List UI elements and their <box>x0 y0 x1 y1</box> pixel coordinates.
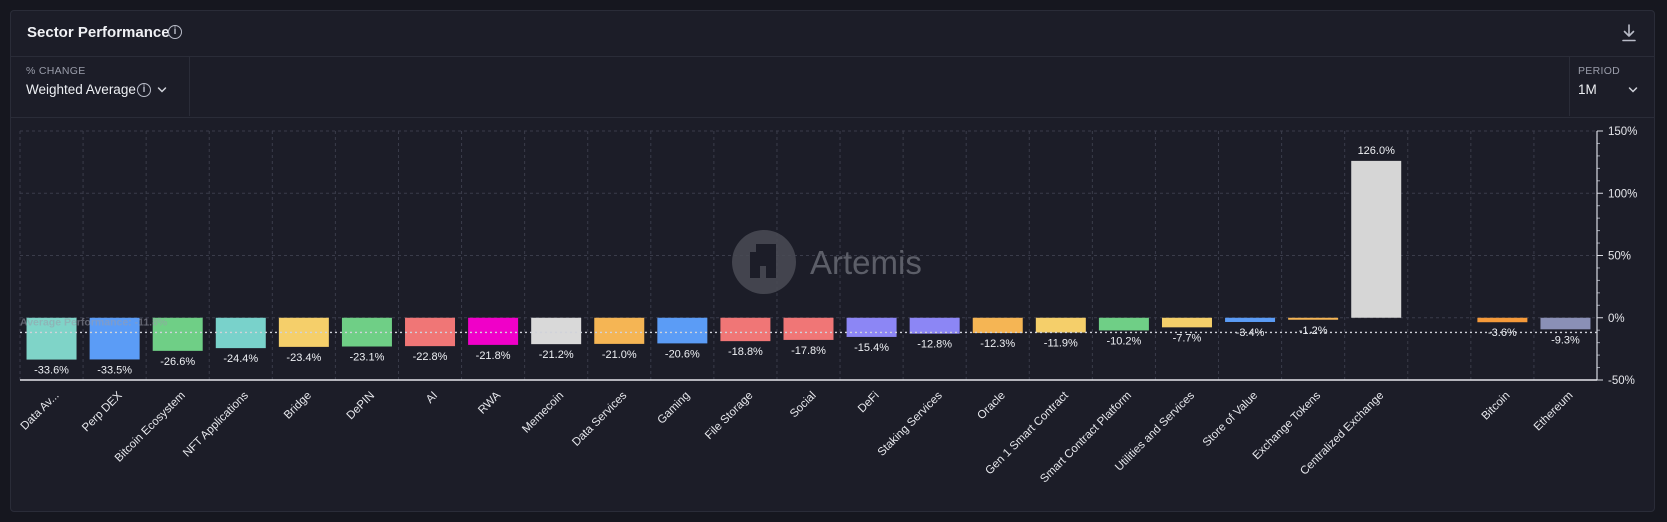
data-label: -15.4% <box>854 342 889 354</box>
x-tick-label: Perp DEX <box>80 389 125 434</box>
data-label: -21.0% <box>602 349 637 361</box>
bar-file-storage <box>720 317 771 342</box>
bar-ethereum <box>1540 317 1591 330</box>
metric-selector[interactable]: % CHANGE Weighted Average i <box>11 57 190 116</box>
data-label: -10.2% <box>1106 335 1141 347</box>
bar-utilities-and-services <box>1161 317 1212 328</box>
bar-bitcoin <box>1477 317 1528 323</box>
data-label: -21.2% <box>539 349 574 361</box>
data-label: -3.6% <box>1488 327 1517 339</box>
data-label: -11.9% <box>1044 338 1078 350</box>
bar-store-of-value <box>1225 317 1276 322</box>
x-tick-label: Data Av... <box>19 390 62 433</box>
bar-data-av- <box>26 317 77 360</box>
x-tick-label: Staking Services <box>876 389 945 458</box>
bar-defi <box>846 317 897 337</box>
controls-bar: % CHANGE Weighted Average i PERIOD 1M <box>11 57 1654 118</box>
chevron-down-icon[interactable] <box>1628 86 1638 94</box>
x-tick-label: Social <box>788 390 819 421</box>
y-tick-label: 150% <box>1608 126 1637 138</box>
x-tick-label: Oracle <box>975 390 1007 422</box>
period-label: PERIOD <box>1578 65 1621 77</box>
x-tick-label: Bitcoin Ecosystem <box>113 390 188 465</box>
data-label: -12.8% <box>917 339 952 351</box>
bar-centralized-exchange <box>1351 160 1402 318</box>
data-label: -7.7% <box>1173 332 1202 344</box>
chevron-down-icon[interactable] <box>157 86 167 94</box>
card-header: Sector Performance i <box>11 11 1654 57</box>
period-value[interactable]: 1M <box>1578 82 1597 97</box>
metric-label: % CHANGE <box>26 65 86 77</box>
x-tick-label: DeFi <box>856 390 882 416</box>
y-tick-label: 50% <box>1608 251 1631 263</box>
info-icon[interactable]: i <box>168 25 182 39</box>
x-tick-label: AI <box>424 390 440 406</box>
card-title: Sector Performance <box>27 24 170 41</box>
data-label: -33.6% <box>34 365 69 377</box>
data-label: -12.3% <box>980 338 1015 350</box>
y-tick-label: 0% <box>1608 313 1625 325</box>
x-tick-label: Bitcoin <box>1480 390 1513 423</box>
bar-bitcoin-ecosystem <box>152 317 203 351</box>
data-label: -21.8% <box>476 350 511 362</box>
x-tick-label: Store of Value <box>1201 390 1260 449</box>
data-label: -17.8% <box>791 345 826 357</box>
data-label: -23.4% <box>286 352 321 364</box>
x-tick-label: File Storage <box>703 390 755 442</box>
bar-gaming <box>657 317 708 344</box>
download-icon[interactable] <box>1620 23 1638 43</box>
data-label: -20.6% <box>665 348 700 360</box>
bar-perp-dex <box>89 317 140 360</box>
info-icon[interactable]: i <box>137 83 151 97</box>
x-tick-label: Bridge <box>282 390 314 422</box>
data-label: -1.2% <box>1299 325 1328 337</box>
bar-gen-1-smart-contract <box>1035 317 1086 333</box>
bar-social <box>783 317 834 340</box>
bar-data-services <box>594 317 645 344</box>
data-label: -24.4% <box>223 353 258 365</box>
data-label: -22.8% <box>413 351 448 363</box>
average-label: Average Performance: -11.8% <box>20 316 168 328</box>
data-label: -26.6% <box>160 356 195 368</box>
x-tick-label: NFT Applications <box>181 389 251 459</box>
x-tick-label: RWA <box>476 389 503 416</box>
metric-value[interactable]: Weighted Average <box>26 82 136 97</box>
period-selector[interactable]: PERIOD 1M <box>1569 57 1654 116</box>
watermark-logo-mark <box>750 244 776 278</box>
y-tick-label: -50% <box>1608 375 1635 387</box>
x-tick-label: Exchange Tokens <box>1251 389 1324 462</box>
data-label: -9.3% <box>1551 334 1580 346</box>
data-label: -18.8% <box>728 346 763 358</box>
data-label: -33.5% <box>97 364 132 376</box>
data-label: 126.0% <box>1358 145 1396 157</box>
bar-oracle <box>972 317 1023 334</box>
y-tick-label: 100% <box>1608 188 1637 200</box>
bar-memecoin <box>531 317 582 345</box>
bar-staking-services <box>909 317 960 334</box>
data-label: -23.1% <box>350 352 385 364</box>
x-tick-label: Ethereum <box>1532 390 1576 434</box>
x-tick-label: DePIN <box>345 390 377 422</box>
bar-exchange-tokens <box>1288 317 1339 320</box>
watermark-text: Artemis <box>810 244 922 281</box>
x-tick-label: Data Services <box>570 389 629 448</box>
x-tick-label: Memecoin <box>520 390 566 436</box>
bar-rwa <box>468 317 519 345</box>
bar-smart-contract-platform <box>1098 317 1149 331</box>
x-tick-label: Gaming <box>655 390 692 427</box>
